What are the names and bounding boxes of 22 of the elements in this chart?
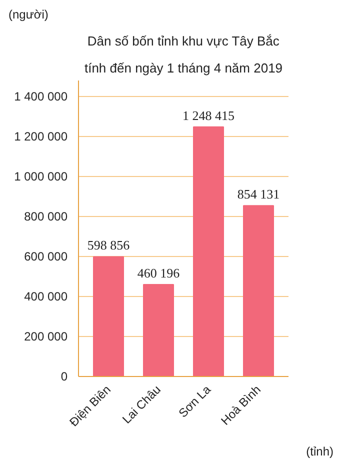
bar bbox=[93, 256, 124, 376]
y-tick-label: 600 000 bbox=[24, 250, 68, 264]
data-label: 854 131 bbox=[237, 186, 280, 202]
y-tick-label: 400 000 bbox=[24, 290, 68, 304]
y-axis-title: (người) bbox=[8, 8, 48, 22]
data-label: 460 196 bbox=[137, 265, 180, 280]
bar bbox=[243, 205, 274, 376]
y-tick-label: 1 000 000 bbox=[14, 170, 68, 184]
y-tick-label: 1 200 000 bbox=[14, 130, 68, 144]
chart-title: Dân số bốn tỉnh khu vực Tây Bắc bbox=[87, 34, 280, 48]
y-tick-label: 800 000 bbox=[24, 210, 68, 224]
y-tick-label: 1 400 000 bbox=[14, 90, 68, 104]
x-axis-title: (tỉnh) bbox=[306, 444, 334, 458]
y-tick-label: 200 000 bbox=[24, 330, 68, 344]
x-tick-label: Sơn La bbox=[176, 382, 214, 420]
chart-subtitle: tính đến ngày 1 tháng 4 năm 2019 bbox=[84, 60, 283, 76]
bar bbox=[143, 284, 174, 376]
data-label: 1 248 415 bbox=[182, 108, 234, 123]
bar bbox=[193, 126, 224, 376]
data-label: 598 856 bbox=[87, 238, 130, 253]
x-tick-label: Hoà Bình bbox=[218, 382, 264, 428]
y-tick-label: 0 bbox=[60, 370, 68, 384]
